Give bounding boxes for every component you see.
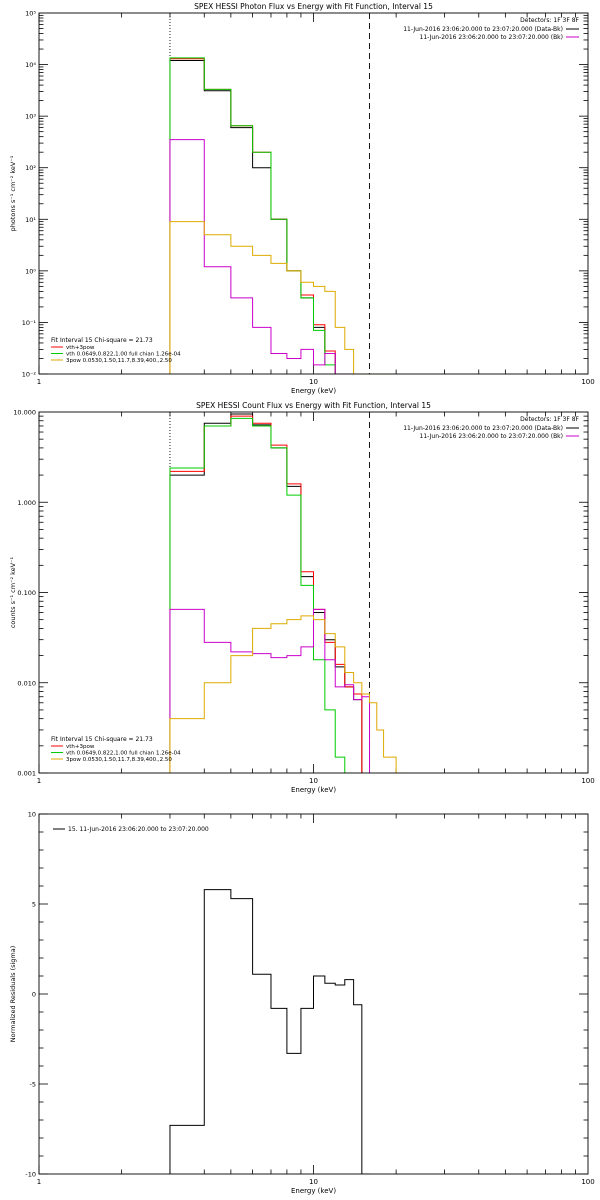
y-tick-label: 10⁰ bbox=[25, 267, 36, 275]
legend-entry-label: vth+3pow bbox=[66, 744, 95, 750]
x-tick-label: 1 bbox=[37, 378, 41, 386]
x-tick-label: 10 bbox=[309, 378, 318, 386]
plot-frame bbox=[38, 12, 589, 375]
series-group bbox=[169, 889, 370, 1174]
x-tick-label: 1 bbox=[37, 777, 41, 785]
legend-entry-label: 11-Jun-2016 23:06:20.000 to 23:07:20.000… bbox=[403, 26, 563, 33]
legend-bottom-left: Fit Interval 15 Chi-square = 21.73vth+3p… bbox=[51, 736, 181, 763]
series-bk bbox=[169, 139, 370, 374]
y-axis-label: photons s⁻¹ cm⁻² keV⁻¹ bbox=[9, 155, 17, 231]
series-vth-3pow bbox=[169, 415, 363, 773]
x-tick-label: 100 bbox=[581, 1178, 594, 1186]
plot-frame bbox=[38, 813, 589, 1175]
series-bk bbox=[169, 608, 371, 773]
x-axis-label: Energy (keV) bbox=[291, 387, 336, 395]
legend-bottom-left: Fit Interval 15 Chi-square = 21.73vth+3p… bbox=[51, 337, 181, 364]
chart-title: SPEX HESSI Photon Flux vs Energy with Fi… bbox=[194, 2, 433, 11]
series-vth bbox=[169, 57, 345, 374]
y-tick-label: 10⁻¹ bbox=[22, 319, 37, 327]
y-tick-label: 10⁵ bbox=[25, 10, 36, 18]
legend-fit-header: Fit Interval 15 Chi-square = 21.73 bbox=[51, 337, 153, 344]
plot-panel-1: SPEX HESSI Photon Flux vs Energy with Fi… bbox=[9, 2, 595, 395]
y-tick-label: 10² bbox=[25, 164, 36, 172]
series-vth bbox=[169, 417, 354, 773]
y-axis-label: Normalized Residuals (sigma) bbox=[9, 946, 17, 1043]
chart-title: SPEX HESSI Count Flux vs Energy with Fit… bbox=[196, 401, 431, 410]
legend-entry-label: vth 0.0649,0.822,1.00 full chian 1.26e-0… bbox=[66, 352, 181, 358]
legend-entry-label: 3pow 0.0530,1.50,11.7,8.39,400.,2.50 bbox=[66, 358, 172, 364]
series-group bbox=[169, 57, 397, 374]
y-tick-label: 10 bbox=[28, 811, 36, 819]
y-tick-label: 0.100 bbox=[17, 589, 36, 597]
series-vth-3pow bbox=[169, 58, 370, 374]
y-tick-label: 0.010 bbox=[17, 679, 36, 687]
legend-entry-label: 11-Jun-2016 23:06:20.000 to 23:07:20.000… bbox=[420, 34, 563, 41]
series-15 bbox=[169, 889, 370, 1174]
y-tick-label: 10³ bbox=[25, 113, 36, 121]
legend-entry-label: 11-Jun-2016 23:06:20.000 to 23:07:20.000… bbox=[420, 433, 563, 440]
y-tick-label: 5 bbox=[32, 901, 36, 909]
y-tick-label: 10⁴ bbox=[25, 61, 36, 69]
legend-entry-label: vth 0.0649,0.822,1.00 full chian 1.26e-0… bbox=[66, 751, 181, 757]
y-tick-label: 0.001 bbox=[17, 770, 36, 778]
legend-top-left: 15. 11-Jun-2016 23:06:20.000 to 23:07:20… bbox=[53, 826, 209, 833]
x-tick-label: 10 bbox=[309, 777, 318, 785]
x-tick-label: 100 bbox=[581, 777, 594, 785]
y-tick-label: 1.000 bbox=[17, 499, 36, 507]
plot-panel-2: SPEX HESSI Count Flux vs Energy with Fit… bbox=[9, 401, 595, 794]
x-tick-label: 1 bbox=[37, 1178, 41, 1186]
y-tick-label: 10.000 bbox=[13, 409, 36, 417]
legend-detectors: Detectors: 1F 3F 8F bbox=[520, 416, 579, 423]
x-axis-label: Energy (keV) bbox=[291, 1187, 336, 1195]
plot-panel-3: 1 10 100 Energy (keV) -10 -5 0 5 10 Normalized Re… bbox=[9, 811, 595, 1196]
legend-entry-label: 15. 11-Jun-2016 23:06:20.000 to 23:07:20… bbox=[68, 826, 209, 833]
legend-entry-label: vth+3pow bbox=[66, 345, 95, 351]
y-tick-label: -10 bbox=[25, 1171, 36, 1179]
y-tick-label: 10¹ bbox=[25, 216, 36, 224]
x-tick-label: 10 bbox=[309, 1178, 318, 1186]
y-axis-label: counts s⁻¹ cm⁻² keV⁻¹ bbox=[9, 556, 17, 628]
legend-top-right: Detectors: 1F 3F 8F 11-Jun-2016 23:06:20.… bbox=[403, 17, 579, 41]
legend-entry-label: 11-Jun-2016 23:06:20.000 to 23:07:20.000… bbox=[403, 425, 563, 432]
series-3pow bbox=[169, 221, 397, 374]
legend-top-right: Detectors: 1F 3F 8F 11-Jun-2016 23:06:20.… bbox=[403, 416, 579, 440]
legend-entry-label: 3pow 0.0530,1.50,11.7,8.39,400.,2.50 bbox=[66, 757, 172, 763]
legend-detectors: Detectors: 1F 3F 8F bbox=[520, 17, 579, 24]
legend-fit-header: Fit Interval 15 Chi-square = 21.73 bbox=[51, 736, 153, 743]
series-3pow bbox=[169, 615, 408, 773]
y-tick-label: 0 bbox=[32, 991, 36, 999]
x-tick-label: 100 bbox=[581, 378, 594, 386]
series-group bbox=[169, 413, 408, 773]
y-tick-label: -5 bbox=[30, 1081, 36, 1089]
y-tick-label: 10⁻² bbox=[22, 371, 37, 379]
x-axis-label: Energy (keV) bbox=[291, 786, 336, 794]
plot-frame bbox=[38, 411, 589, 774]
